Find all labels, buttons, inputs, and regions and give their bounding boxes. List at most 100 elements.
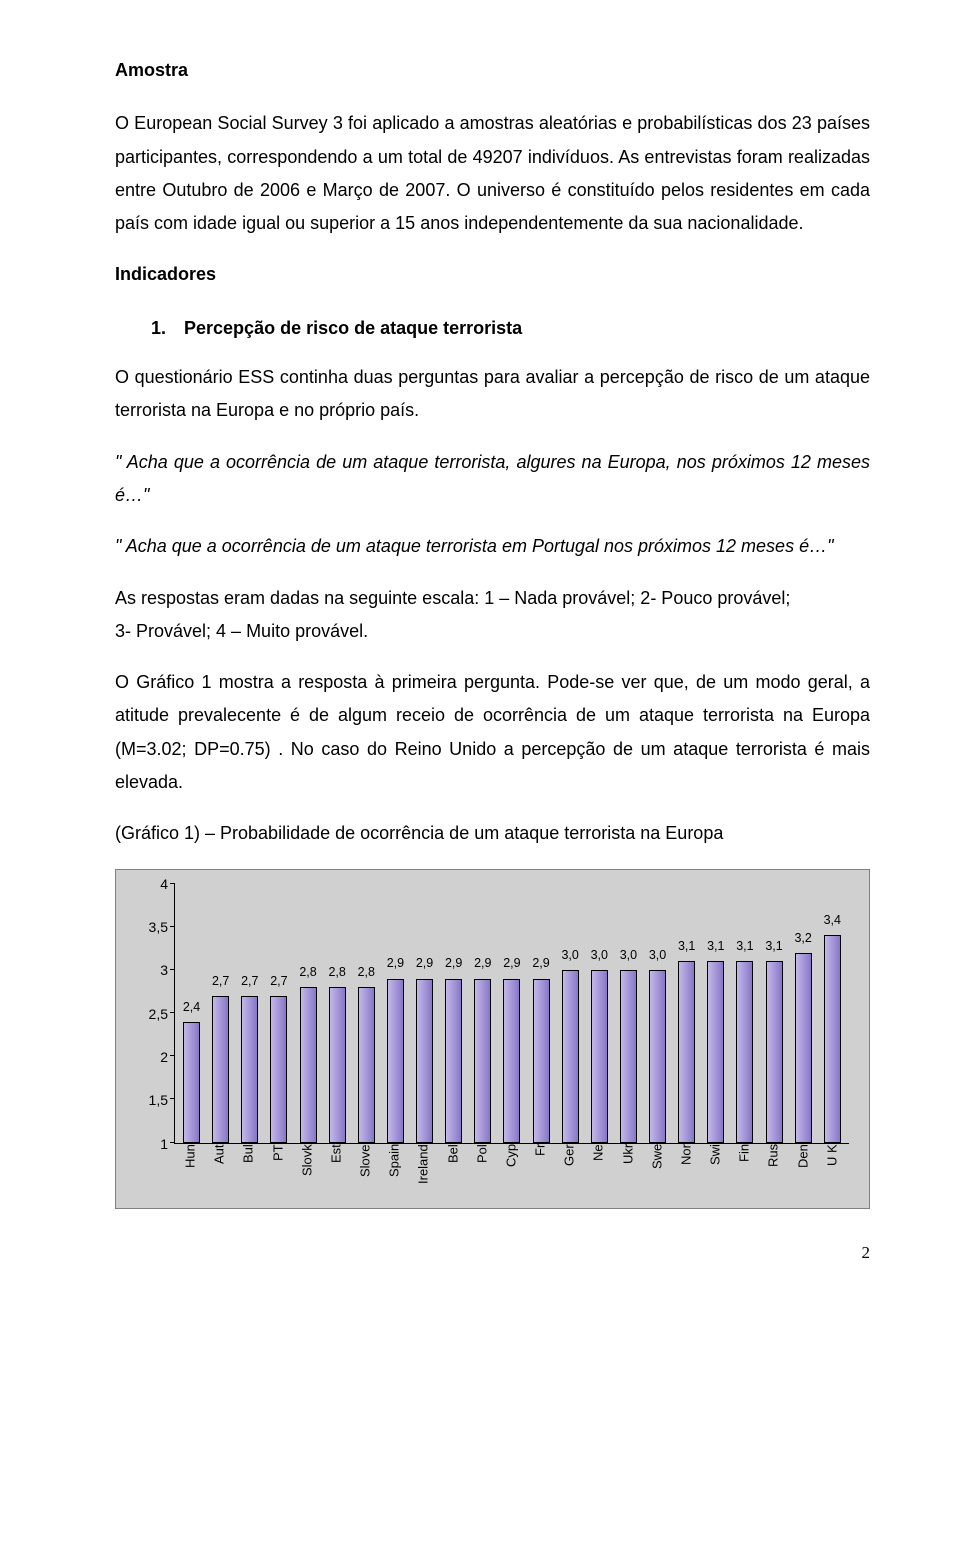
chart-bar-value: 3,0 (591, 944, 608, 967)
chart-x-label: Pol (468, 1144, 497, 1200)
chart-bar-value: 2,9 (445, 952, 462, 975)
chart-plot: 11,522,533,54 2,42,72,72,72,82,82,82,92,… (136, 884, 849, 1144)
chart-bar (445, 979, 462, 1143)
chart-bar-group: 3,0 (556, 884, 585, 1143)
chart-x-label: Bul (234, 1144, 263, 1200)
chart-bar-value: 3,1 (736, 935, 753, 958)
chart-bar (766, 961, 783, 1142)
chart-x-label: Slovk (293, 1144, 322, 1200)
chart-bar-value: 3,4 (824, 909, 841, 932)
chart-bar-value: 3,0 (620, 944, 637, 967)
chart-bar-value: 2,9 (532, 952, 549, 975)
chart-bar-value: 3,0 (649, 944, 666, 967)
chart-bar (562, 970, 579, 1143)
chart-bar (503, 979, 520, 1143)
paragraph-scale-b: 3- Provável; 4 – Muito provável. (115, 615, 870, 648)
paragraph-amostra: O European Social Survey 3 foi aplicado … (115, 107, 870, 240)
chart-bar-value: 2,4 (183, 996, 200, 1019)
chart-bar-group: 3,4 (818, 884, 847, 1143)
chart-bar-group: 2,7 (206, 884, 235, 1143)
chart-x-label: Ireland (409, 1144, 438, 1200)
chart-bar-group: 2,4 (177, 884, 206, 1143)
chart-bar-group: 3,1 (760, 884, 789, 1143)
indicator-1-number: 1. (151, 312, 179, 345)
chart-bar-group: 3,0 (643, 884, 672, 1143)
chart-bar (649, 970, 666, 1143)
chart-x-label: Fr (526, 1144, 555, 1200)
chart-y-axis: 11,522,533,54 (136, 884, 174, 1144)
chart-bar (533, 979, 550, 1143)
chart-bar (591, 970, 608, 1143)
chart-bar-group: 3,0 (585, 884, 614, 1143)
chart-bar-group: 2,8 (323, 884, 352, 1143)
chart-bar-value: 3,1 (765, 935, 782, 958)
chart-x-label: Nor (672, 1144, 701, 1200)
chart-bar (795, 953, 812, 1143)
chart-bar-value: 3,1 (678, 935, 695, 958)
chart-bar (241, 996, 258, 1143)
chart-bar-group: 2,7 (235, 884, 264, 1143)
chart-bar-value: 2,7 (241, 970, 258, 993)
chart-bar-value: 2,8 (299, 961, 316, 984)
chart-x-label: Swi (701, 1144, 730, 1200)
chart-bar-group: 2,9 (527, 884, 556, 1143)
chart-bar (300, 987, 317, 1142)
chart-bar (824, 935, 841, 1142)
chart-bar-group: 2,9 (468, 884, 497, 1143)
chart-x-label: Den (789, 1144, 818, 1200)
indicator-1-title: Percepção de risco de ataque terrorista (184, 318, 522, 338)
chart-x-label: Slove (351, 1144, 380, 1200)
chart-x-label: Bel (439, 1144, 468, 1200)
chart-bar-value: 3,1 (707, 935, 724, 958)
chart-x-label: Swe (643, 1144, 672, 1200)
chart-bar (329, 987, 346, 1142)
chart-x-label: Cyp (497, 1144, 526, 1200)
chart-bar-value: 3,2 (794, 927, 811, 950)
chart-bar-value: 2,9 (474, 952, 491, 975)
heading-indicadores: Indicadores (115, 258, 870, 291)
chart-bar-group: 3,1 (701, 884, 730, 1143)
chart-bar (212, 996, 229, 1143)
chart-x-label: PT (264, 1144, 293, 1200)
chart-x-label: Fin (730, 1144, 759, 1200)
chart-bar-value: 2,9 (416, 952, 433, 975)
chart-bar-value: 2,9 (503, 952, 520, 975)
chart-bar (416, 979, 433, 1143)
chart-bar-group: 2,9 (439, 884, 468, 1143)
chart-bar (358, 987, 375, 1142)
chart-plot-area: 2,4 2,7 2,7 2,7 2,8 2,8 2,8 2,9 2,9 2,9 2,9 2,9 2,9 3… (174, 884, 849, 1144)
chart-bar (183, 1022, 200, 1143)
chart-bar (736, 961, 753, 1142)
chart-bar (707, 961, 724, 1142)
chart-bar-group: 3,0 (614, 884, 643, 1143)
chart-bar-group: 3,1 (730, 884, 759, 1143)
chart-bar-group: 2,9 (410, 884, 439, 1143)
chart-bar-value: 2,8 (358, 961, 375, 984)
chart-bar (620, 970, 637, 1143)
chart-bar-value: 2,9 (387, 952, 404, 975)
chart-container: 11,522,533,54 2,42,72,72,72,82,82,82,92,… (115, 869, 870, 1209)
chart-x-label: Spain (380, 1144, 409, 1200)
chart-bar (270, 996, 287, 1143)
quote-question-1: " Acha que a ocorrência de um ataque ter… (115, 446, 870, 513)
chart-x-label: U K (818, 1144, 847, 1200)
paragraph-scale-a: As respostas eram dadas na seguinte esca… (115, 582, 870, 615)
paragraph-analysis: O Gráfico 1 mostra a resposta à primeira… (115, 666, 870, 799)
chart-bar (474, 979, 491, 1143)
chart-x-axis-labels: HunAutBulPTSlovkEstSloveSpainIrelandBelP… (174, 1144, 849, 1200)
quote-question-2: " Acha que a ocorrência de um ataque ter… (115, 530, 870, 563)
chart-x-label: Est (322, 1144, 351, 1200)
indicator-1-heading: 1. Percepção de risco de ataque terroris… (151, 312, 870, 345)
chart-bar-group: 2,8 (352, 884, 381, 1143)
chart-bar-group: 2,9 (381, 884, 410, 1143)
chart-bar (387, 979, 404, 1143)
chart-x-label: Rus (759, 1144, 788, 1200)
heading-amostra: Amostra (115, 54, 870, 87)
chart-bar-value: 2,7 (212, 970, 229, 993)
chart-bar-group: 2,7 (264, 884, 293, 1143)
paragraph-intro: O questionário ESS continha duas pergunt… (115, 361, 870, 428)
chart-caption: (Gráfico 1) – Probabilidade de ocorrênci… (115, 817, 870, 850)
chart-bar-group: 2,8 (294, 884, 323, 1143)
chart-x-label: Hun (176, 1144, 205, 1200)
chart-bar-group: 2,9 (497, 884, 526, 1143)
